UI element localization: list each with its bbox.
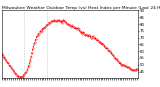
- Text: Milwaukee Weather Outdoor Temp (vs) Heat Index per Minute (Last 24 Hours): Milwaukee Weather Outdoor Temp (vs) Heat…: [2, 6, 160, 10]
